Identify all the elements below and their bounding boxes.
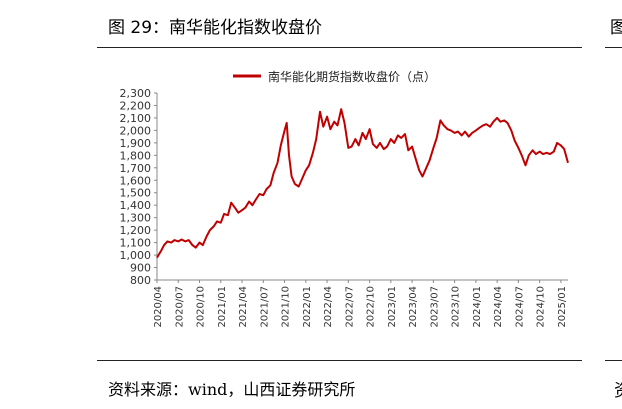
x-tick-label: 2021/07: [259, 286, 270, 328]
x-tick-label: 2024/07: [514, 286, 525, 328]
source-rule-right: [605, 360, 622, 361]
y-tick-label: 1,300: [120, 212, 152, 225]
x-tick-label: 2020/10: [196, 286, 207, 328]
x-tick-label: 2022/04: [323, 286, 334, 328]
y-tick-label: 1,800: [120, 149, 152, 162]
y-tick-label: 900: [130, 262, 151, 275]
axes: 8009001,0001,1001,2001,3001,4001,5001,60…: [120, 87, 568, 328]
source-rule: [97, 360, 582, 361]
x-tick-label: 2024/10: [536, 286, 547, 328]
edge-glyph-top: 图: [610, 18, 622, 38]
x-tick-label: 2023/01: [387, 286, 398, 328]
x-tick-label: 2020/07: [174, 286, 185, 328]
y-tick-label: 1,200: [120, 224, 152, 237]
x-tick-label: 2025/01: [557, 286, 568, 328]
y-tick-label: 1,100: [120, 237, 152, 250]
series-line: [156, 108, 569, 259]
x-tick-label: 2023/04: [408, 286, 419, 328]
y-tick-label: 1,600: [120, 174, 152, 187]
y-tick-label: 1,900: [120, 137, 152, 150]
x-tick-label: 2021/01: [217, 286, 228, 328]
x-tick-label: 2023/10: [451, 286, 462, 328]
y-tick-label: 1,000: [120, 249, 152, 262]
x-tick-label: 2023/07: [429, 286, 440, 328]
title-rule: [97, 47, 582, 48]
x-tick-label: 2024/01: [472, 286, 483, 328]
x-tick-label: 2020/04: [153, 286, 164, 328]
y-tick-label: 2,300: [120, 87, 152, 100]
y-tick-label: 2,200: [120, 99, 152, 112]
legend-label: 南华能化期货指数收盘价（点）: [268, 69, 436, 84]
y-tick-label: 2,000: [120, 124, 152, 137]
title-rule-right: [605, 47, 622, 48]
x-tick-label: 2022/07: [344, 286, 355, 328]
y-tick-label: 1,400: [120, 199, 152, 212]
y-tick-label: 1,700: [120, 162, 152, 175]
y-tick-label: 800: [130, 274, 151, 287]
y-tick-label: 2,100: [120, 112, 152, 125]
chart: 南华能化期货指数收盘价（点） 8009001,0001,1001,2001,30…: [120, 69, 569, 328]
legend: 南华能化期货指数收盘价（点）: [233, 69, 436, 84]
source-note: 资料来源：wind，山西证券研究所: [108, 380, 356, 399]
x-tick-label: 2022/10: [366, 286, 377, 328]
figure-title: 图 29：南华能化指数收盘价: [108, 18, 323, 38]
edge-glyph-bottom: 资: [614, 376, 622, 401]
x-tick-label: 2021/10: [281, 286, 292, 328]
plot-area: [156, 108, 569, 259]
x-tick-label: 2024/04: [493, 286, 504, 328]
x-tick-label: 2021/04: [238, 286, 249, 328]
x-tick-label: 2022/01: [302, 286, 313, 328]
y-tick-label: 1,500: [120, 187, 152, 200]
